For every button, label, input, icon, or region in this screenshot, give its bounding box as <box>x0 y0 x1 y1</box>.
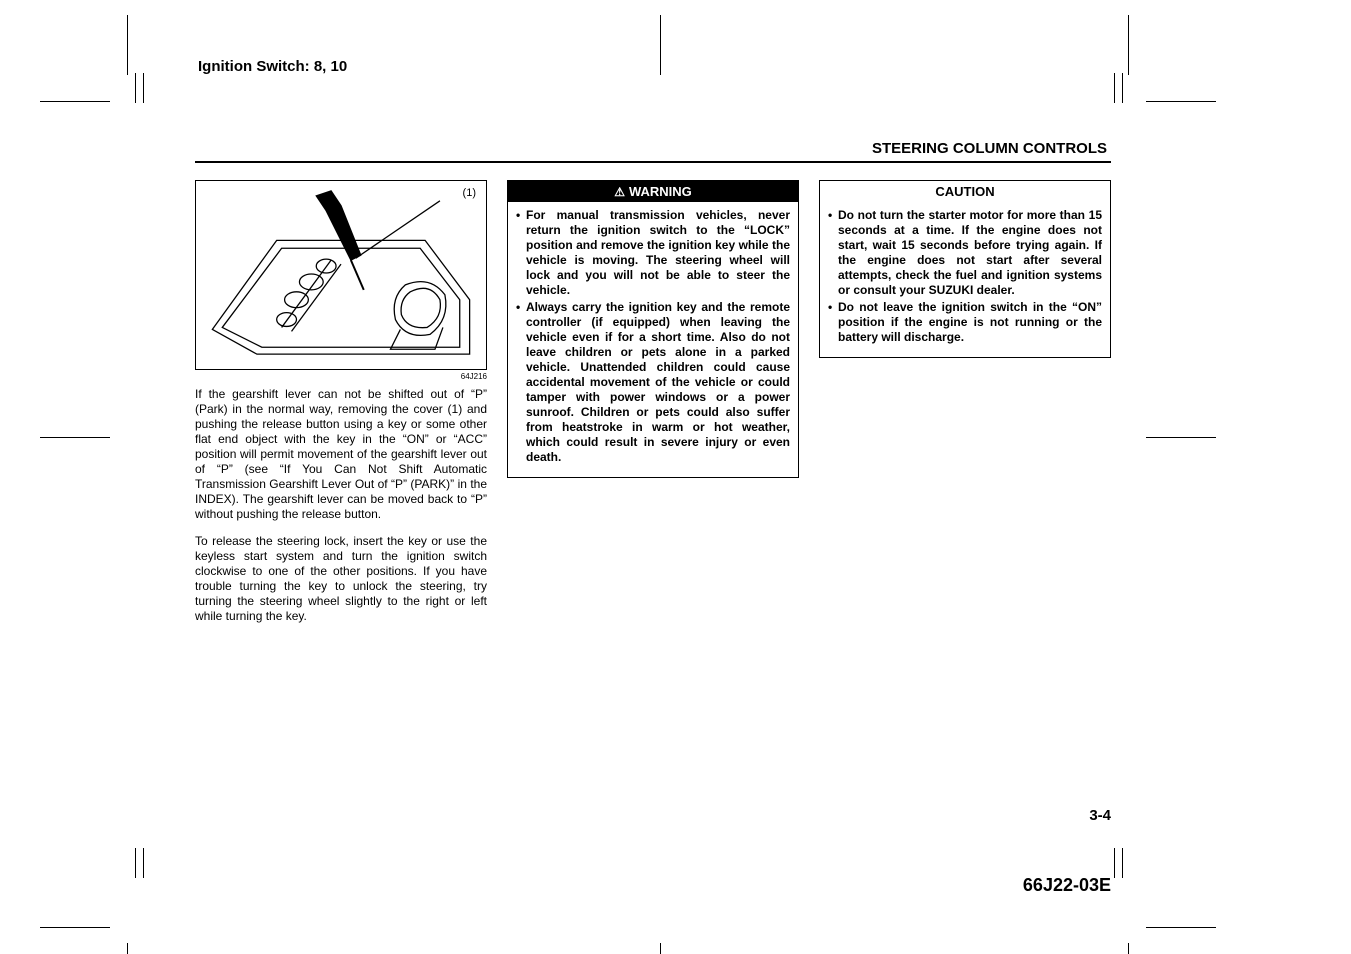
crop-mark <box>660 943 661 954</box>
caution-box: CAUTION Do not turn the starter motor fo… <box>819 180 1111 358</box>
body-paragraph-1: If the gearshift lever can not be shifte… <box>195 387 487 522</box>
column-3: CAUTION Do not turn the starter motor fo… <box>819 180 1111 636</box>
warning-item: Always carry the ignition key and the re… <box>516 300 790 465</box>
crop-mark <box>1128 943 1129 954</box>
warning-item: For manual transmission vehicles, never … <box>516 208 790 298</box>
crop-mark <box>135 73 136 103</box>
figure-callout: (1) <box>463 187 476 199</box>
crop-mark <box>135 848 136 878</box>
warning-triangle-icon: ⚠ <box>614 185 625 199</box>
column-1: (1) <box>195 180 487 636</box>
crop-mark <box>143 848 144 878</box>
crop-mark <box>1146 927 1216 928</box>
caution-item: Do not leave the ignition switch in the … <box>828 300 1102 345</box>
crop-mark <box>1122 848 1123 878</box>
column-2: ⚠ WARNING For manual transmission vehicle… <box>507 180 799 636</box>
crop-mark <box>127 15 128 75</box>
content-columns: (1) <box>195 180 1111 636</box>
document-id: 66J22-03E <box>1023 875 1111 896</box>
crop-mark <box>127 943 128 954</box>
figure-id: 64J216 <box>195 372 487 381</box>
crop-mark <box>1146 437 1216 438</box>
caution-body: Do not turn the starter motor for more t… <box>820 202 1110 357</box>
caution-header: CAUTION <box>820 181 1110 202</box>
crop-mark <box>40 437 110 438</box>
crop-mark <box>1128 15 1129 75</box>
body-paragraph-2: To release the steering lock, insert the… <box>195 534 487 624</box>
running-head: Ignition Switch: 8, 10 <box>198 58 347 75</box>
crop-mark <box>1114 73 1115 103</box>
warning-body: For manual transmission vehicles, never … <box>508 202 798 477</box>
crop-mark <box>1114 848 1115 878</box>
crop-mark <box>143 73 144 103</box>
warning-box: ⚠ WARNING For manual transmission vehicle… <box>507 180 799 478</box>
crop-mark <box>40 101 110 102</box>
section-title: STEERING COLUMN CONTROLS <box>195 140 1111 163</box>
crop-mark <box>1146 101 1216 102</box>
gearshift-figure: (1) <box>195 180 487 370</box>
page-number: 3-4 <box>1089 807 1111 824</box>
caution-item: Do not turn the starter motor for more t… <box>828 208 1102 298</box>
crop-mark <box>40 927 110 928</box>
crop-mark <box>660 15 661 75</box>
warning-label: WARNING <box>629 184 692 199</box>
warning-header: ⚠ WARNING <box>508 181 798 202</box>
gearshift-illustration <box>196 181 486 369</box>
crop-mark <box>1122 73 1123 103</box>
